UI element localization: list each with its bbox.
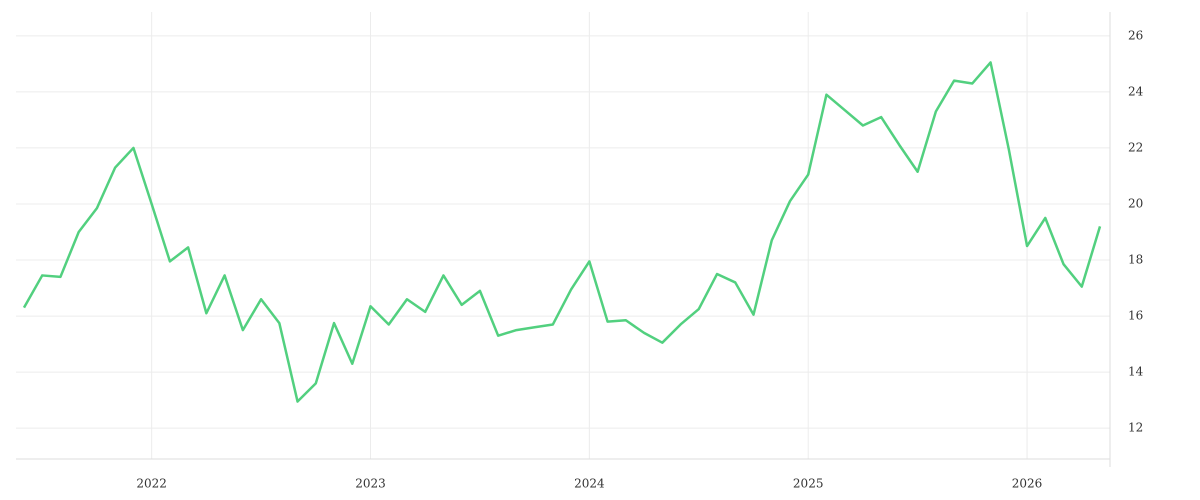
x-tick-label: 2024: [574, 477, 605, 491]
x-tick-label: 2022: [136, 477, 167, 491]
y-tick-label: 24: [1128, 84, 1144, 98]
line-series: [22, 61, 1102, 403]
y-tick-label: 18: [1128, 253, 1143, 267]
y-tick-label: 12: [1128, 421, 1143, 435]
x-tick-label: 2026: [1012, 477, 1043, 491]
x-tick-label: 2023: [355, 477, 386, 491]
y-tick-label: 26: [1128, 28, 1143, 42]
y-tick-label: 16: [1128, 309, 1143, 323]
x-tick-label: 2025: [793, 477, 824, 491]
y-tick-label: 22: [1128, 140, 1143, 154]
y-tick-label: 20: [1128, 196, 1143, 210]
y-tick-label: 14: [1128, 365, 1144, 379]
